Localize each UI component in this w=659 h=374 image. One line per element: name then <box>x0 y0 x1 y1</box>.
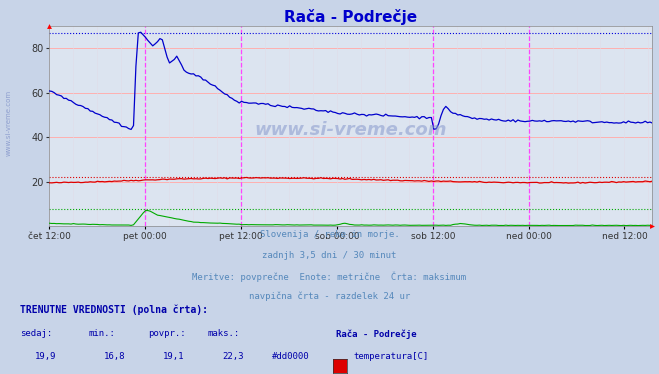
Text: temperatura[C]: temperatura[C] <box>354 352 429 361</box>
Text: #dd0000: #dd0000 <box>272 352 310 361</box>
Text: Slovenija / reke in morje.: Slovenija / reke in morje. <box>260 230 399 239</box>
Text: www.si-vreme.com: www.si-vreme.com <box>254 121 447 139</box>
Text: min.:: min.: <box>89 329 116 338</box>
Text: www.si-vreme.com: www.si-vreme.com <box>5 91 11 156</box>
Text: 19,9: 19,9 <box>34 352 56 361</box>
Text: Meritve: povprečne  Enote: metrične  Črta: maksimum: Meritve: povprečne Enote: metrične Črta:… <box>192 271 467 282</box>
Text: Rača - Podrečje: Rača - Podrečje <box>336 329 416 338</box>
Text: povpr.:: povpr.: <box>148 329 186 338</box>
Text: navpična črta - razdelek 24 ur: navpična črta - razdelek 24 ur <box>249 292 410 301</box>
Text: 16,8: 16,8 <box>103 352 125 361</box>
Title: Rača - Podrečje: Rača - Podrečje <box>284 9 418 25</box>
Text: maks.:: maks.: <box>208 329 240 338</box>
Text: zadnjh 3,5 dni / 30 minut: zadnjh 3,5 dni / 30 minut <box>262 251 397 260</box>
Text: TRENUTNE VREDNOSTI (polna črta):: TRENUTNE VREDNOSTI (polna črta): <box>20 305 208 315</box>
Text: 19,1: 19,1 <box>163 352 185 361</box>
Text: 22,3: 22,3 <box>222 352 244 361</box>
Text: sedaj:: sedaj: <box>20 329 52 338</box>
